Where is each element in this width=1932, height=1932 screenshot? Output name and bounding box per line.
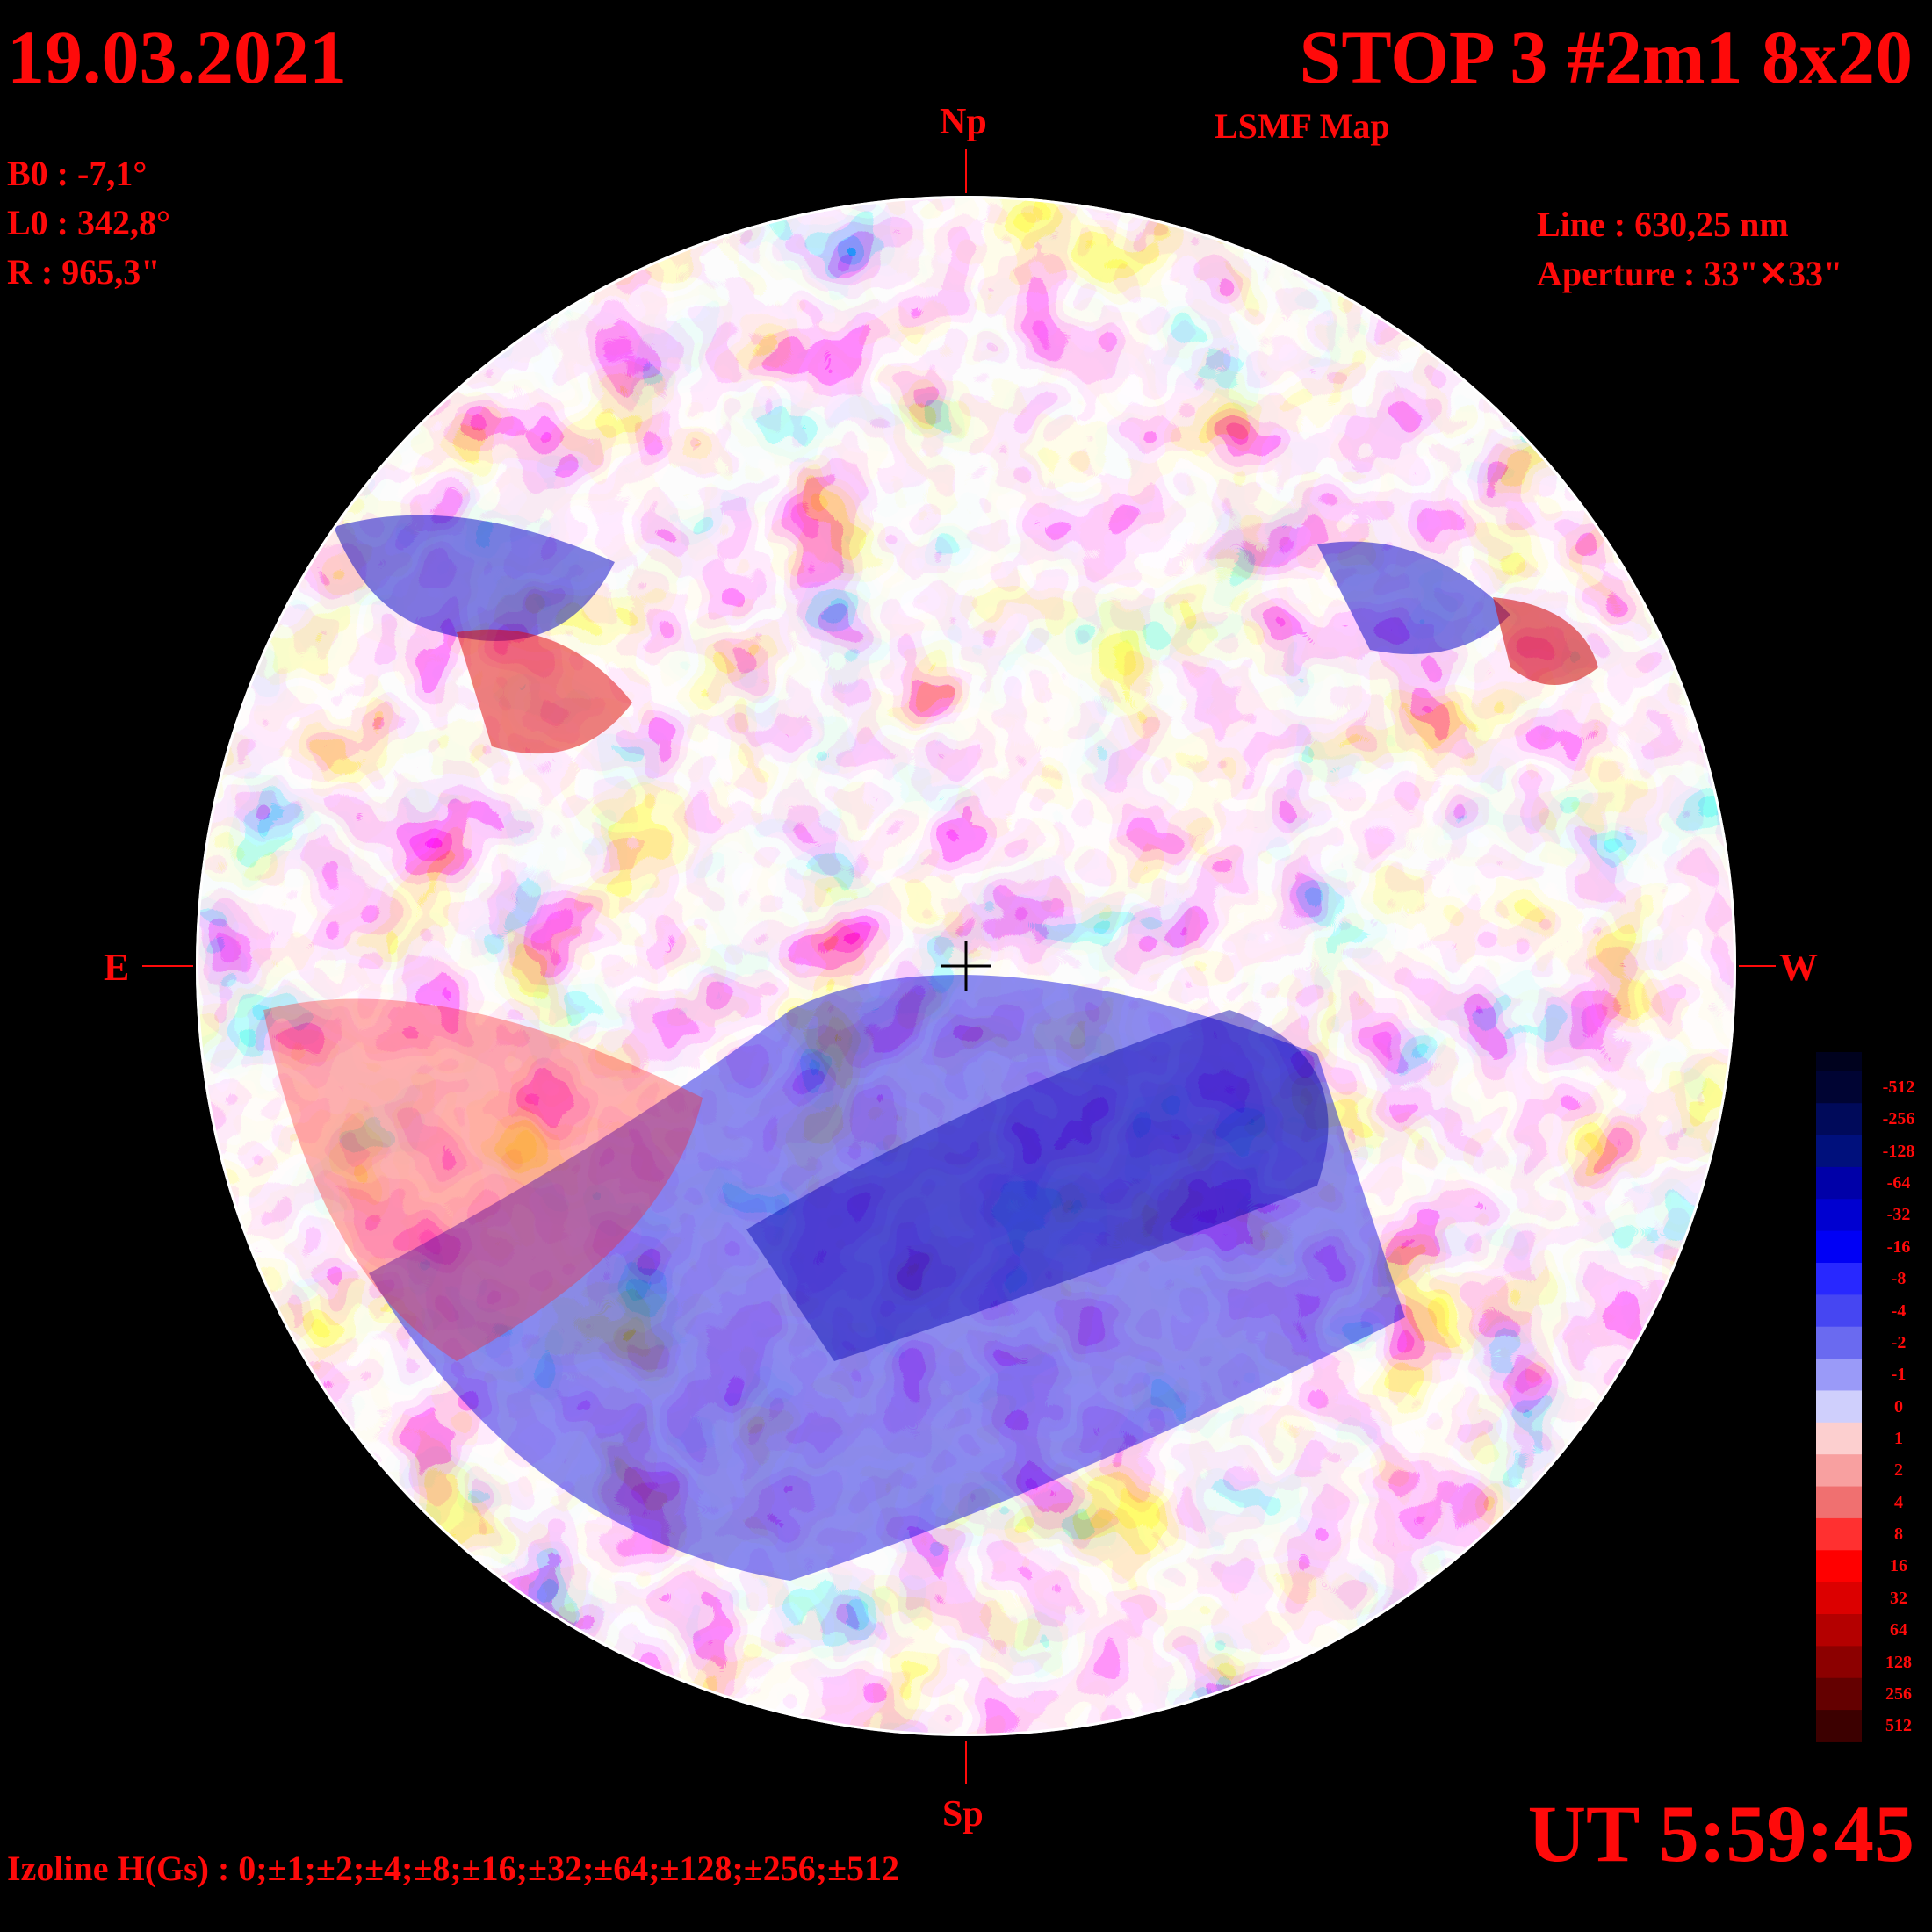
colorbar-label: -1 <box>1891 1365 1907 1385</box>
colorbar-label: 4 <box>1894 1492 1903 1512</box>
colorbar-swatch <box>1816 1071 1862 1104</box>
colorbar-label: -64 <box>1886 1173 1911 1193</box>
colorbar-swatch <box>1816 1550 1862 1583</box>
observation-date: 19.03.2021 <box>7 15 347 99</box>
colorbar-label: -256 <box>1882 1109 1915 1129</box>
colorbar-swatch <box>1816 1422 1862 1455</box>
colorbar-swatch <box>1816 1390 1862 1424</box>
map-title: STOP 3 #2m1 8x20 <box>1299 15 1913 99</box>
colorbar-cap <box>1816 1052 1862 1071</box>
b0-value: B0 : -7,1° <box>7 154 148 193</box>
colorbar-label: -16 <box>1886 1236 1911 1257</box>
colorbar-swatch <box>1816 1230 1862 1264</box>
colorbar-swatch <box>1816 1710 1862 1742</box>
colorbar-label: 64 <box>1890 1620 1907 1640</box>
orientation-ticks <box>142 149 1776 1784</box>
izoline-levels: Izoline H(Gs) : 0;±1;±2;±4;±8;±16;±32;±6… <box>7 1849 900 1888</box>
colorbar-swatch <box>1816 1359 1862 1391</box>
colorbar-label: 512 <box>1885 1716 1912 1736</box>
colorbar-label: 1 <box>1894 1429 1903 1448</box>
colorbar-swatch <box>1816 1454 1862 1488</box>
colorbar-label: -512 <box>1882 1078 1915 1097</box>
colorbar-swatch <box>1816 1677 1862 1711</box>
radius-value: R : 965,3" <box>7 252 161 292</box>
west-label: W <box>1779 946 1818 989</box>
north-pole-label: Np <box>940 102 987 142</box>
map-subtitle: LSMF Map <box>1215 106 1390 146</box>
colorbar-label: 256 <box>1885 1683 1912 1704</box>
colorbar-label: -4 <box>1891 1301 1907 1321</box>
colorbar-swatch <box>1816 1135 1862 1168</box>
colorbar-swatch <box>1816 1294 1862 1328</box>
colorbar-swatch <box>1816 1582 1862 1615</box>
colorbar-label: -32 <box>1886 1205 1911 1225</box>
colorbar-swatch <box>1816 1103 1862 1136</box>
colorbar-label: -8 <box>1891 1269 1907 1289</box>
ut-time: UT 5:59:45 <box>1527 1789 1914 1878</box>
colorbar-swatch <box>1816 1486 1862 1519</box>
colorbar-label: 0 <box>1894 1396 1903 1417</box>
colorbar-swatch <box>1816 1646 1862 1679</box>
colorbar-swatch <box>1816 1517 1862 1551</box>
colorbar-swatch <box>1816 1263 1862 1295</box>
colorbar <box>1816 1052 1862 1742</box>
colorbar-label: 128 <box>1885 1652 1912 1672</box>
south-pole-label: Sp <box>942 1794 984 1835</box>
colorbar-label: 32 <box>1890 1588 1907 1608</box>
center-crosshair <box>941 941 991 991</box>
colorbar-label: -128 <box>1882 1141 1915 1161</box>
colorbar-swatch <box>1816 1166 1862 1200</box>
colorbar-label: -2 <box>1891 1332 1907 1352</box>
colorbar-label: 16 <box>1890 1556 1907 1576</box>
aperture-size: Aperture : 33"✕33" <box>1537 254 1843 293</box>
l0-value: L0 : 342,8° <box>7 203 170 242</box>
spectral-line: Line : 630,25 nm <box>1537 205 1789 244</box>
colorbar-swatch <box>1816 1199 1862 1232</box>
magnetic-field-pattern <box>196 196 1736 1736</box>
colorbar-label: 2 <box>1894 1460 1903 1481</box>
colorbar-swatch <box>1816 1614 1862 1647</box>
colorbar-swatch <box>1816 1326 1862 1359</box>
east-label: E <box>104 946 130 989</box>
colorbar-label: 8 <box>1894 1525 1903 1545</box>
